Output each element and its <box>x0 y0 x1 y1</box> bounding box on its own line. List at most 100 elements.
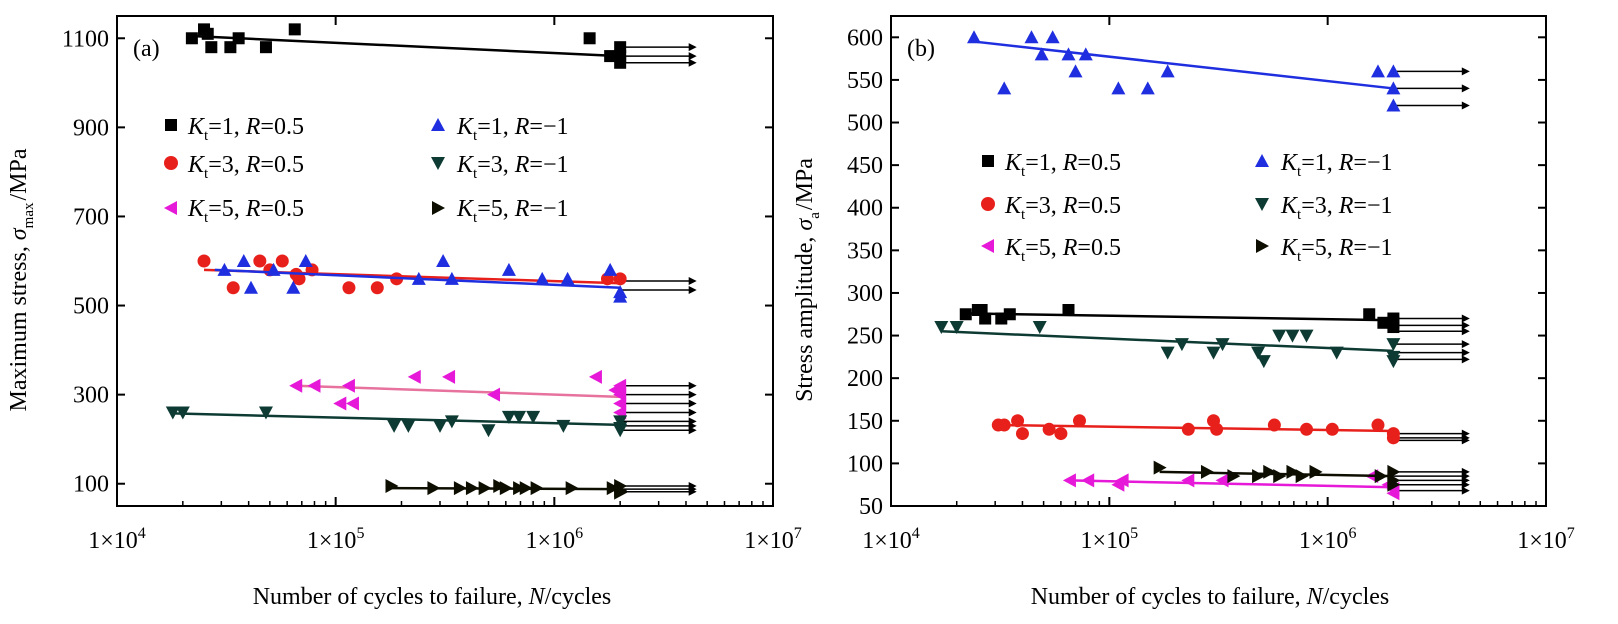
point-b-3-9 <box>1140 81 1155 95</box>
point-b-4-3 <box>1160 346 1175 360</box>
legend-a-rval-2: 0.5 <box>274 196 304 222</box>
svg-text:Kt=5, R=−1: Kt=5, R=−1 <box>1280 235 1393 265</box>
point-b-5-7 <box>1295 469 1309 484</box>
y-tick-label-b-0: 50 <box>859 494 883 520</box>
point-b-1-6 <box>1072 414 1086 428</box>
point-a-3-9 <box>501 262 516 276</box>
legend-a-t-0: t <box>204 128 209 144</box>
legend-a-item-4: Kt=3, R=−1 <box>431 152 569 182</box>
legend-a-rval-0: 0.5 <box>274 114 304 140</box>
legend-a-k-2: K <box>187 196 206 222</box>
legend-b-item-1: Kt=3, R=0.5 <box>981 193 1121 223</box>
legend-b-marker-4 <box>1255 198 1269 211</box>
fit-line-a-4 <box>172 412 621 427</box>
legend-a-k-0: K <box>187 114 206 140</box>
point-a-5-10 <box>565 481 579 496</box>
point-a-4-5 <box>432 419 447 433</box>
point-b-3-11 <box>1370 64 1385 78</box>
point-a-2-6 <box>442 369 456 384</box>
point-a-3-1 <box>236 254 251 267</box>
runout-arrowhead-b-3-2 <box>1461 101 1470 110</box>
legend-a-marker-2 <box>164 201 177 215</box>
point-a-4-7 <box>481 424 496 438</box>
legend-b-k-3: K <box>1280 150 1299 176</box>
legend-a-r-3: R <box>514 114 530 140</box>
point-b-4-4 <box>1174 338 1189 352</box>
point-b-0-6 <box>1062 304 1075 316</box>
runout-arrowhead-b-1-2 <box>1461 436 1470 445</box>
x-tick-label-b-1: 1×105 <box>1081 525 1139 554</box>
runout-arrowhead-a-5-2 <box>688 487 697 496</box>
point-b-1-4 <box>1042 422 1056 436</box>
series-b-5 <box>1153 460 1470 492</box>
point-b-4-13 <box>1386 338 1401 352</box>
point-a-5-6 <box>499 481 513 496</box>
point-a-3-6 <box>411 271 426 285</box>
series-b-0 <box>959 304 1470 336</box>
point-a-4-9 <box>512 410 527 424</box>
legend-b-item-2: Kt=5, R=0.5 <box>981 235 1121 265</box>
legend-a-rval-1: 0.5 <box>274 152 304 178</box>
fit-line-a-2 <box>296 384 621 399</box>
point-a-1-4 <box>275 254 289 268</box>
point-b-2-4 <box>1181 473 1195 488</box>
legend-a-item-5: Kt=5, R=−1 <box>432 196 569 226</box>
legend-b-kval-5: 5 <box>1315 235 1327 261</box>
point-a-5-3 <box>465 481 479 496</box>
point-a-4-11 <box>556 419 571 433</box>
legend-a-k-5: K <box>456 196 475 222</box>
x-tick-label-b-3: 1×107 <box>1517 525 1575 554</box>
point-a-0-3 <box>205 41 218 54</box>
runout-arrowhead-b-0-1 <box>1461 321 1470 330</box>
legend-b-kval-0: 1 <box>1039 150 1051 176</box>
series-a-2 <box>289 369 697 420</box>
point-a-0-8 <box>583 32 596 45</box>
legend-b-t-4: t <box>1297 207 1302 223</box>
point-a-4-0 <box>165 406 180 420</box>
y-tick-label-b-8: 450 <box>847 153 883 179</box>
legend-b-item-4: Kt=3, R=−1 <box>1255 193 1393 223</box>
point-a-3-2 <box>243 280 258 294</box>
y-tick-label-b-2: 150 <box>847 409 883 435</box>
point-a-2-3 <box>333 396 347 411</box>
x-axis-label-b: Number of cycles to failure, N/cycles <box>1031 584 1390 610</box>
point-b-1-5 <box>1054 427 1068 441</box>
point-a-0-6 <box>259 41 272 54</box>
point-a-4-4 <box>401 419 416 433</box>
legend-b-rval-0: 0.5 <box>1091 150 1121 176</box>
point-b-1-3 <box>1015 427 1029 441</box>
legend-a-k-3: K <box>456 114 475 140</box>
point-a-5-5 <box>493 478 507 493</box>
point-b-2-9 <box>1386 486 1400 501</box>
legend-b-r-2: R <box>1062 235 1078 261</box>
point-a-3-10 <box>535 271 550 285</box>
point-a-3-12 <box>603 262 618 276</box>
legend-b-marker-0 <box>982 155 994 167</box>
point-a-4-14 <box>613 424 628 438</box>
point-b-3-1 <box>997 81 1012 95</box>
point-b-1-9 <box>1210 422 1224 436</box>
point-b-4-6 <box>1215 338 1230 352</box>
y-tick-label-b-6: 350 <box>847 238 883 264</box>
point-a-0-12 <box>614 56 627 69</box>
point-b-5-12 <box>1387 477 1401 492</box>
point-b-5-1 <box>1200 464 1214 479</box>
point-a-3-7 <box>436 254 451 267</box>
point-b-4-9 <box>1272 329 1287 343</box>
runout-arrowhead-b-0-2 <box>1461 327 1470 336</box>
point-a-2-4 <box>345 396 359 411</box>
runout-arrowhead-b-2-1 <box>1461 486 1470 495</box>
legend-a-item-2: Kt=5, R=0.5 <box>164 196 304 226</box>
point-a-2-11 <box>613 387 627 402</box>
x-axis-label-a: Number of cycles to failure, N/cycles <box>253 584 612 610</box>
point-a-2-2 <box>341 378 355 393</box>
x-tick-label-b-0: 1×104 <box>862 525 920 554</box>
series-b-1 <box>991 414 1470 445</box>
runout-arrowhead-a-0-2 <box>688 58 697 67</box>
point-b-0-7 <box>1363 308 1376 321</box>
point-a-5-0 <box>385 478 399 493</box>
legend-b-t-0: t <box>1021 164 1026 180</box>
legend-b-kval-2: 5 <box>1039 235 1051 261</box>
point-a-5-2 <box>453 481 467 496</box>
